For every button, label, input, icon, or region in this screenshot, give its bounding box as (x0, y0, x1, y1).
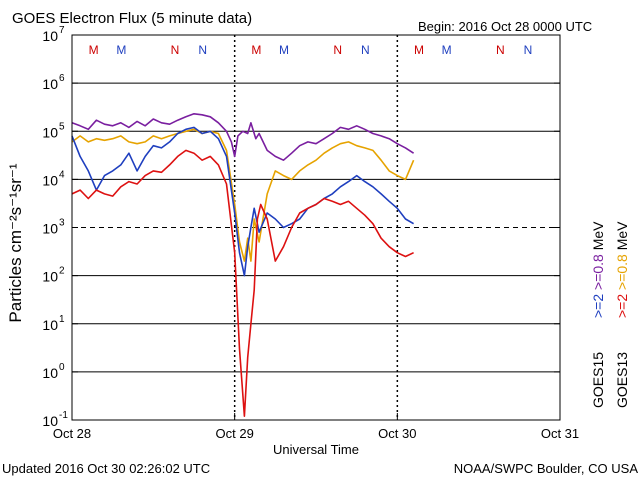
x-tick-label: Oct 30 (378, 426, 416, 441)
y-tick-base: 10 (42, 413, 58, 429)
y-tick-base: 10 (42, 124, 58, 140)
legend-satellite: GOES15 (590, 352, 606, 408)
y-tick-exponent: 0 (59, 362, 65, 373)
legend-item: >=2 (614, 294, 630, 318)
local-time-marker: N (496, 43, 505, 57)
x-tick-label: Oct 29 (216, 426, 254, 441)
local-time-marker: M (442, 43, 452, 57)
y-tick-exponent: 1 (59, 314, 65, 325)
x-axis-ticks: Oct 28 Oct 29 Oct 30 Oct 31 (53, 413, 579, 441)
local-time-marker: N (333, 43, 342, 57)
y-tick-label: 10 7 (42, 25, 65, 44)
series-line (71, 149, 414, 418)
legend-entry: >=2 >=0.8 MeV (614, 221, 630, 318)
legend-item: MeV (614, 221, 630, 254)
y-tick-exponent: 6 (59, 73, 65, 84)
y-tick-label: 10 -1 (42, 410, 68, 429)
legend-item: MeV (590, 221, 606, 254)
local-time-marker: M (414, 43, 424, 57)
y-tick-exponent: 4 (59, 169, 65, 180)
y-tick-label: 10 1 (42, 314, 65, 333)
x-axis-title: Universal Time (273, 442, 359, 457)
y-tick-exponent: -1 (59, 410, 68, 421)
local-time-marker: N (524, 43, 533, 57)
y-axis-title: Particles cm⁻²s⁻¹sr⁻¹ (6, 163, 25, 322)
y-tick-base: 10 (42, 76, 58, 92)
updated-timestamp: Updated 2016 Oct 30 02:26:02 UTC (2, 461, 210, 476)
series-line (71, 128, 415, 262)
series-line (71, 126, 415, 277)
local-time-marker: M (89, 43, 99, 57)
legend-entry: >=2 >=0.8 MeV (590, 221, 606, 318)
y-tick-exponent: 7 (59, 25, 65, 36)
legend-item: >=2 (590, 294, 606, 318)
y-tick-exponent: 2 (59, 266, 65, 277)
y-tick-label: 10 4 (42, 169, 65, 188)
data-series (71, 113, 415, 418)
local-time-marker: M (279, 43, 289, 57)
y-tick-label: 10 5 (42, 121, 65, 140)
local-time-marker: N (361, 43, 370, 57)
y-tick-base: 10 (42, 28, 58, 44)
credit-label: NOAA/SWPC Boulder, CO USA (454, 461, 639, 476)
legend-item: >=0.8 (590, 254, 606, 294)
y-tick-label: 10 3 (42, 218, 65, 237)
legend-item: >=0.8 (614, 254, 630, 294)
y-tick-base: 10 (42, 317, 58, 333)
chart-title: GOES Electron Flux (5 minute data) (12, 10, 252, 27)
legend: GOES15 >=2 >=0.8 MeV GOES13 >=2 >=0.8 MeV (590, 221, 630, 408)
series-line (71, 113, 415, 161)
local-time-marker: M (116, 43, 126, 57)
y-tick-base: 10 (42, 172, 58, 188)
y-tick-exponent: 5 (59, 121, 65, 132)
local-time-marker: N (171, 43, 180, 57)
local-time-marker: N (198, 43, 207, 57)
begin-label: Begin: 2016 Oct 28 0000 UTC (418, 19, 592, 34)
y-tick-base: 10 (42, 221, 58, 237)
legend-satellite: GOES13 (614, 352, 630, 408)
x-tick-label: Oct 31 (541, 426, 579, 441)
y-tick-base: 10 (42, 365, 58, 381)
y-tick-label: 10 6 (42, 73, 65, 92)
y-tick-label: 10 0 (42, 362, 65, 381)
local-time-marker: M (251, 43, 261, 57)
x-tick-label: Oct 28 (53, 426, 91, 441)
y-tick-exponent: 3 (59, 218, 65, 229)
y-tick-base: 10 (42, 269, 58, 285)
grid-lines (72, 35, 560, 420)
y-tick-label: 10 2 (42, 266, 65, 285)
